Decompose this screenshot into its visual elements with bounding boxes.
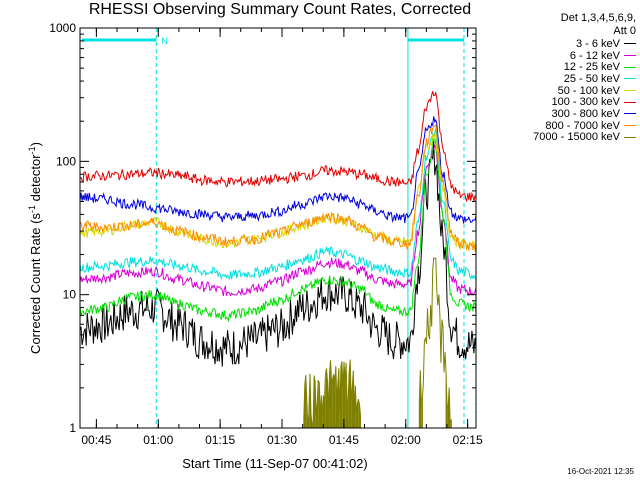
- y-tick-label: 100: [56, 154, 76, 168]
- legend-entry: 300 - 800 keV: [480, 108, 636, 120]
- legend-swatch: [624, 113, 636, 115]
- y-axis-label: Corrected Count Rate (s-1 detector-1): [27, 142, 43, 354]
- series-line: [79, 90, 477, 203]
- legend-header-line-1: Det 1,3,4,5,6,9,: [560, 12, 636, 24]
- legend-label: 800 - 7000 keV: [545, 119, 620, 132]
- legend-swatch: [624, 136, 636, 138]
- axes: 1 10 100 1000 00:45 01:00 01:15 01:30 01:45 02:00…: [49, 21, 483, 447]
- plot-frame: [79, 27, 477, 429]
- legend-entry: 50 - 100 keV: [480, 85, 636, 97]
- legend-label: 100 - 300 keV: [551, 96, 621, 109]
- timestamp: 16-Oct-2021 12:35: [567, 467, 634, 476]
- chart-title: RHESSI Observing Summary Count Rates, Co…: [88, 1, 472, 18]
- legend-label: 7000 - 15000 keV: [533, 131, 620, 144]
- y-tick-label: 10: [63, 288, 77, 302]
- series-line: [79, 144, 477, 297]
- legend-label: 25 - 50 keV: [563, 72, 620, 85]
- x-tick-label: 01:30: [267, 433, 297, 447]
- legend-entry: 7000 - 15000 keV: [480, 131, 636, 144]
- series-line: [79, 116, 477, 224]
- series-line: [303, 257, 452, 429]
- series-line: [79, 128, 477, 281]
- legend-swatch: [624, 125, 636, 127]
- legend-label: 3 - 6 keV: [575, 37, 620, 50]
- legend-label: 50 - 100 keV: [557, 84, 620, 97]
- x-tick-label: 02:15: [453, 433, 483, 447]
- legend-swatch: [624, 90, 636, 92]
- legend-swatch: [624, 101, 636, 103]
- x-axis-label: Start Time (11-Sep-07 00:41:02): [182, 456, 367, 471]
- legend-entry: 100 - 300 keV: [480, 96, 636, 108]
- legend-entries: 3 - 6 keV 6 - 12 keV 12 - 25 keV 25 - 50 ke…: [480, 38, 636, 143]
- legend-label: 300 - 800 keV: [551, 107, 621, 120]
- legend-label: 6 - 12 keV: [569, 49, 620, 62]
- series-line: [79, 140, 477, 367]
- x-tick-label: 01:00: [143, 433, 173, 447]
- x-tick-label: 01:15: [205, 433, 235, 447]
- y-tick-label: 1: [69, 421, 76, 435]
- x-tick-label: 02:00: [391, 433, 421, 447]
- legend-swatch: [624, 43, 636, 45]
- legend-entry: 25 - 50 keV: [480, 73, 636, 85]
- legend-swatch: [624, 66, 636, 68]
- series-layer: [79, 90, 477, 429]
- legend-swatch: [624, 55, 636, 57]
- night-marker-label: N: [161, 36, 168, 46]
- legend-entry: 3 - 6 keV: [480, 38, 636, 50]
- legend-entry: 12 - 25 keV: [480, 61, 636, 73]
- legend-swatch: [624, 78, 636, 80]
- x-tick-label: 00:45: [81, 433, 111, 447]
- legend-label: 12 - 25 keV: [563, 61, 620, 74]
- y-tick-label: 1000: [49, 21, 76, 35]
- series-line: [79, 133, 477, 252]
- legend-header-line-2: Att 0: [613, 25, 636, 37]
- series-line: [79, 137, 477, 323]
- series-line: [79, 124, 477, 251]
- legend: Det 1,3,4,5,6,9, Att 0 3 - 6 keV 6 - 12 k…: [480, 12, 636, 143]
- orbit-markers: N: [82, 28, 465, 428]
- x-tick-label: 01:45: [329, 433, 359, 447]
- legend-entry: 800 - 7000 keV: [480, 120, 636, 132]
- legend-entry: 6 - 12 keV: [480, 50, 636, 62]
